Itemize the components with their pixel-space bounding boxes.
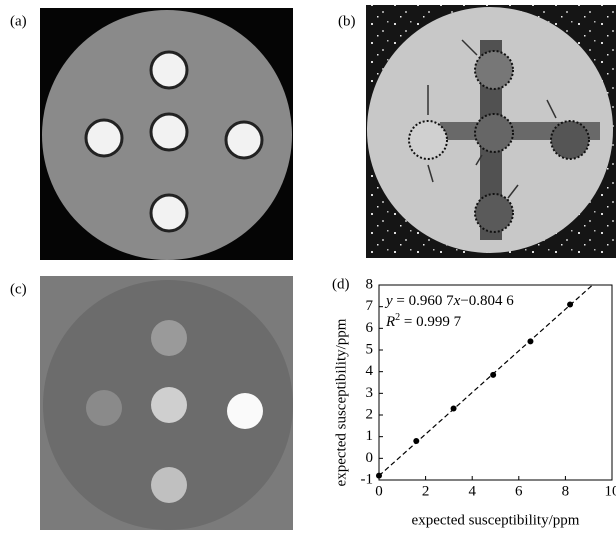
point	[490, 372, 496, 378]
panel-label: (b)	[338, 13, 356, 29]
annotation-part: −0.804 6	[460, 293, 514, 309]
y-tick-label: 1	[366, 428, 374, 444]
annotation: y = 0.960 7x−0.804 6	[384, 293, 514, 309]
y-tick-label: -1	[361, 471, 374, 487]
x-tick-label: 2	[422, 483, 430, 499]
annotation-part: y	[384, 293, 393, 309]
y-tick-label: 8	[366, 276, 374, 292]
panel-label: (d)	[332, 276, 350, 292]
point	[413, 438, 419, 444]
point	[527, 338, 533, 344]
annotation-part: = 0.999 7	[400, 314, 461, 330]
figure: (a) (b) (c) (d) 0246810-1012345678expec	[0, 0, 616, 534]
y-tick-label: 6	[366, 320, 374, 336]
annotation-part: = 0.960 7	[393, 293, 454, 309]
image-c	[40, 276, 293, 530]
x-axis-label: expected susceptibility/ppm	[412, 512, 580, 528]
x-tick-label: 4	[468, 483, 476, 499]
y-tick-label: 3	[366, 385, 374, 401]
y-tick-label: 0	[366, 450, 374, 466]
y-tick-label: 7	[366, 298, 374, 314]
image-a	[40, 8, 293, 260]
x-tick-label: 0	[375, 483, 383, 499]
x-tick-label: 10	[605, 483, 616, 499]
x-tick-label: 6	[515, 483, 523, 499]
panel-label: (a)	[10, 13, 27, 29]
panel-label: (c)	[10, 281, 27, 297]
y-tick-label: 5	[366, 341, 374, 357]
x-tick-label: 8	[562, 483, 570, 499]
point	[376, 473, 382, 479]
annotation: R2 = 0.999 7	[385, 312, 462, 331]
image-b	[366, 5, 616, 258]
y-axis-label: expected susceptibility/ppm	[333, 318, 349, 486]
y-tick-label: 2	[366, 406, 374, 422]
point	[451, 406, 457, 412]
annotation-part: R	[385, 314, 395, 330]
point	[567, 302, 573, 308]
y-tick-label: 4	[366, 363, 374, 379]
